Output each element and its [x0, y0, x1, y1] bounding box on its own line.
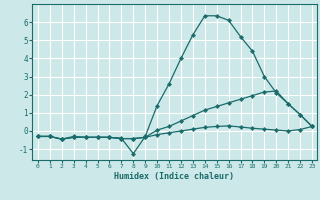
X-axis label: Humidex (Indice chaleur): Humidex (Indice chaleur)	[115, 172, 234, 181]
